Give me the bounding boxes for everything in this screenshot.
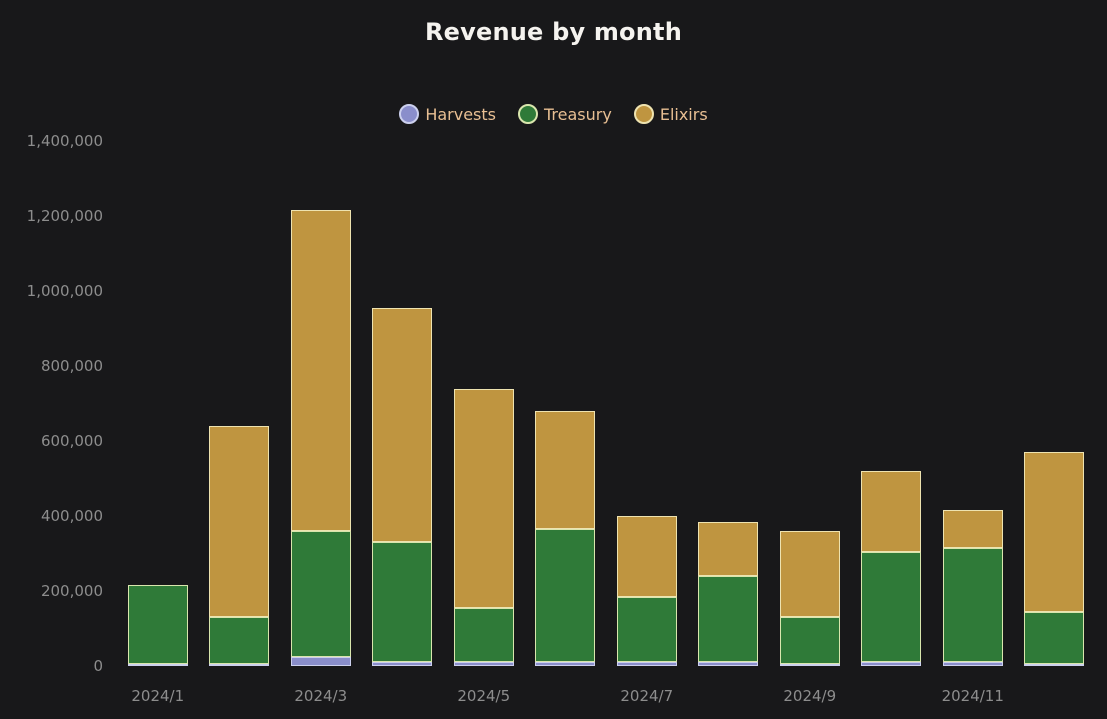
bar-2024-4 — [372, 307, 433, 666]
segment-treasury-2024-2[interactable] — [209, 617, 270, 664]
segment-harvests-2024-1[interactable] — [127, 664, 188, 666]
y-tick-label: 400,000 — [40, 507, 103, 525]
segment-treasury-2024-11[interactable] — [942, 547, 1003, 663]
y-tick-label: 0 — [93, 657, 103, 675]
segment-harvests-2024-7[interactable] — [616, 662, 677, 666]
legend-swatch-elixirs-icon — [633, 104, 654, 124]
segment-treasury-2024-12[interactable] — [1024, 611, 1085, 664]
segment-elixirs-2024-5[interactable] — [453, 388, 514, 608]
segment-harvests-2024-3[interactable] — [290, 656, 351, 666]
y-tick-label: 200,000 — [40, 582, 103, 600]
segment-elixirs-2024-4[interactable] — [372, 307, 433, 543]
bar-2024-7 — [616, 516, 677, 666]
segment-harvests-2024-11[interactable] — [942, 662, 1003, 666]
segment-treasury-2024-7[interactable] — [616, 596, 677, 663]
segment-elixirs-2024-8[interactable] — [698, 521, 759, 576]
segment-elixirs-2024-12[interactable] — [1024, 452, 1085, 612]
segment-elixirs-2024-11[interactable] — [942, 510, 1003, 548]
segment-treasury-2024-6[interactable] — [535, 529, 596, 663]
bar-2024-10 — [861, 471, 922, 666]
segment-elixirs-2024-6[interactable] — [535, 411, 596, 530]
segment-harvests-2024-5[interactable] — [453, 662, 514, 666]
bar-2024-11 — [942, 510, 1003, 666]
legend-label-harvests: Harvests — [425, 104, 496, 124]
x-tick-label-2024-7: 2024/7 — [620, 687, 674, 705]
bar-2024-9 — [779, 530, 840, 666]
x-tick-label-2024-9: 2024/9 — [783, 687, 837, 705]
x-tick-label-2024-11: 2024/11 — [941, 687, 1004, 705]
legend-item-treasury[interactable]: Treasury — [518, 104, 612, 124]
legend-swatch-treasury-icon — [518, 104, 538, 124]
legend-label-treasury: Treasury — [544, 104, 612, 124]
x-tick-label-2024-5: 2024/5 — [457, 687, 511, 705]
bar-2024-5 — [453, 388, 514, 666]
segment-treasury-2024-8[interactable] — [698, 576, 759, 663]
segment-treasury-2024-5[interactable] — [453, 607, 514, 663]
x-tick-label-2024-3: 2024/3 — [294, 687, 348, 705]
segment-elixirs-2024-10[interactable] — [861, 471, 922, 552]
bar-2024-8 — [698, 521, 759, 666]
bar-2024-1 — [127, 585, 188, 666]
segment-elixirs-2024-7[interactable] — [616, 516, 677, 597]
legend-label-elixirs: Elixirs — [659, 104, 708, 124]
segment-treasury-2024-10[interactable] — [861, 551, 922, 663]
y-tick-label: 600,000 — [40, 432, 103, 450]
segment-harvests-2024-9[interactable] — [779, 664, 840, 666]
bar-2024-12 — [1024, 452, 1085, 666]
segment-treasury-2024-9[interactable] — [779, 617, 840, 664]
segment-harvests-2024-4[interactable] — [372, 662, 433, 666]
segment-elixirs-2024-9[interactable] — [779, 530, 840, 618]
chart-title: Revenue by month — [424, 18, 682, 46]
segment-elixirs-2024-3[interactable] — [290, 210, 351, 531]
bar-2024-3 — [290, 210, 351, 666]
segment-harvests-2024-8[interactable] — [698, 662, 759, 666]
bar-2024-6 — [535, 411, 596, 666]
legend-item-harvests[interactable]: Harvests — [399, 104, 496, 124]
segment-harvests-2024-10[interactable] — [861, 662, 922, 666]
bar-2024-2 — [209, 425, 270, 666]
x-tick-label-2024-1: 2024/1 — [131, 687, 185, 705]
segment-harvests-2024-12[interactable] — [1024, 664, 1085, 666]
legend-item-elixirs[interactable]: Elixirs — [633, 104, 708, 124]
segment-harvests-2024-2[interactable] — [209, 664, 270, 666]
legend: Harvests Treasury Elixirs — [0, 104, 1107, 124]
y-tick-label: 800,000 — [40, 357, 103, 375]
segment-harvests-2024-6[interactable] — [535, 662, 596, 666]
y-tick-label: 1,000,000 — [26, 282, 103, 300]
segment-elixirs-2024-2[interactable] — [209, 425, 270, 618]
legend-swatch-harvests-icon — [399, 104, 420, 124]
y-tick-label: 1,200,000 — [26, 207, 103, 225]
segment-treasury-2024-1[interactable] — [127, 585, 188, 664]
segment-treasury-2024-4[interactable] — [372, 542, 433, 663]
y-tick-label: 1,400,000 — [26, 132, 103, 150]
segment-treasury-2024-3[interactable] — [290, 531, 351, 657]
